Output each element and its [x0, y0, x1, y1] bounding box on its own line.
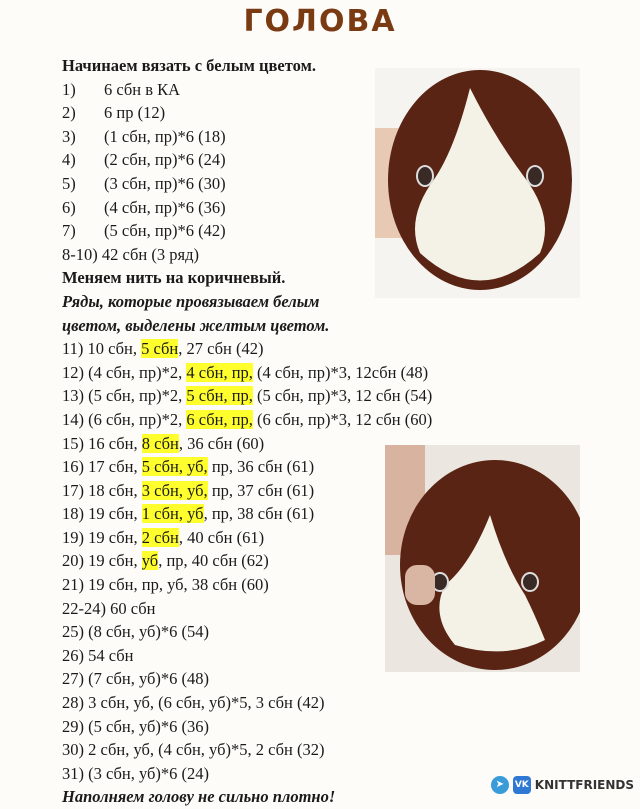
page-title: ГОЛОВА: [243, 4, 397, 39]
row-text: 20) 19 сбн,: [62, 551, 142, 571]
row-item: 2) 6 пр (12): [62, 101, 432, 125]
vk-icon: VK: [512, 776, 531, 794]
row-text: пр, 36 сбн (61): [207, 457, 315, 477]
row-text: 19) 19 сбн,: [62, 527, 142, 547]
row-number: 3): [62, 126, 76, 146]
row-number: 6): [62, 197, 76, 217]
row-item: 12) (4 сбн, пр)*2, 4 сбн, пр, (4 сбн, пр…: [62, 361, 432, 385]
row-item: 16) 17 сбн, 5 сбн, уб, пр, 36 сбн (61): [62, 455, 432, 479]
row-item: 17) 18 сбн, 3 сбн, уб, пр, 37 сбн (61): [62, 479, 432, 503]
highlighted-white-stitches: 6 сбн, пр,: [186, 409, 253, 429]
row-item: 1) 6 сбн в КА: [62, 78, 432, 102]
note-line-1: Ряды, которые провязываем белым: [62, 291, 320, 311]
head-photo-front: [375, 68, 580, 298]
outro-text: Наполняем голову не сильно плотно!: [62, 787, 336, 807]
row-instructions: (3 сбн, пр)*6 (30): [104, 173, 226, 193]
row-instructions: (1 сбн, пр)*6 (18): [104, 126, 226, 146]
row-text: , 40 сбн (61): [178, 527, 265, 547]
row-text: 18) 19 сбн,: [62, 504, 142, 524]
highlighted-white-stitches: 5 сбн: [141, 339, 179, 359]
row-number: 2): [62, 103, 76, 123]
highlighted-white-stitches: 3 сбн, уб,: [141, 480, 208, 500]
row-text: 13) (5 сбн, пр)*2,: [62, 386, 187, 406]
row-text: , 36 сбн (60): [178, 433, 265, 453]
watermark: ➤ VK KNITTFRIENDS: [490, 776, 634, 794]
row-text: , пр, 40 сбн (62): [158, 551, 269, 571]
row-item: 28) 3 сбн, уб, (6 сбн, уб)*5, 3 сбн (42): [62, 693, 325, 713]
change-color-text: Меняем нить на коричневый.: [62, 268, 286, 288]
row-item: 14) (6 сбн, пр)*2, 6 сбн, пр, (6 сбн, пр…: [62, 408, 432, 432]
telegram-icon: ➤: [490, 776, 509, 794]
row-item: 5) (3 сбн, пр)*6 (30): [62, 172, 432, 196]
row-item: 29) (5 сбн, уб)*6 (36): [62, 716, 210, 736]
row-item: 25) (8 сбн, уб)*6 (54): [62, 622, 210, 642]
highlighted-white-stitches: 2 сбн: [141, 527, 179, 547]
row-item: 19) 19 сбн, 2 сбн, 40 сбн (61): [62, 526, 432, 550]
row-instructions: (5 сбн, пр)*6 (42): [104, 221, 226, 241]
highlighted-white-stitches: 5 сбн, уб,: [141, 457, 208, 477]
row-instructions: (2 сбн, пр)*6 (24): [104, 150, 226, 170]
note-line-2: цветом, выделены желтым цветом.: [62, 315, 330, 335]
row-text: 15) 16 сбн,: [62, 433, 142, 453]
row-item: 6) (4 сбн, пр)*6 (36): [62, 196, 432, 220]
row-text: 16) 17 сбн,: [62, 457, 142, 477]
row-item: 27) (7 сбн, уб)*6 (48): [62, 669, 210, 689]
highlighted-white-stitches: 5 сбн, пр,: [186, 386, 253, 406]
row-item: 21) 19 сбн, пр, уб, 38 сбн (60): [62, 575, 269, 595]
highlighted-white-stitches: 1 сбн, уб: [141, 504, 204, 524]
row-text: , 27 сбн (42): [178, 339, 264, 359]
row-8-10: 8-10) 42 сбн (3 ряд): [62, 244, 199, 264]
row-text: 11) 10 сбн,: [62, 339, 142, 359]
row-item: 22-24) 60 сбн: [62, 598, 156, 618]
row-item: 31) (3 сбн, уб)*6 (24): [62, 763, 210, 783]
row-text: пр, 37 сбн (61): [207, 480, 315, 500]
row-item: 7) (5 сбн, пр)*6 (42): [62, 219, 432, 243]
row-text: (4 сбн, пр)*3, 12сбн (48): [252, 362, 429, 382]
row-instructions: 6 пр (12): [104, 103, 166, 123]
row-text: 14) (6 сбн, пр)*2,: [62, 409, 187, 429]
row-number: 5): [62, 173, 76, 193]
row-item: 11) 10 сбн, 5 сбн, 27 сбн (42): [62, 337, 432, 361]
highlighted-white-stitches: 4 сбн, пр,: [186, 362, 253, 382]
row-item: 3) (1 сбн, пр)*6 (18): [62, 125, 432, 149]
row-instructions: 6 сбн в КА: [104, 79, 181, 99]
highlighted-white-stitches: уб: [141, 551, 159, 571]
row-number: 1): [62, 79, 76, 99]
row-item: 26) 54 сбн: [62, 645, 134, 665]
row-text: , пр, 38 сбн (61): [203, 504, 315, 524]
row-item: 20) 19 сбн, уб, пр, 40 сбн (62): [62, 549, 432, 573]
row-text: (5 сбн, пр)*3, 12 сбн (54): [252, 386, 433, 406]
intro-text: Начинаем вязать с белым цветом.: [62, 56, 316, 75]
row-item: 13) (5 сбн, пр)*2, 5 сбн, пр, (5 сбн, пр…: [62, 384, 432, 408]
row-item: 18) 19 сбн, 1 сбн, уб, пр, 38 сбн (61): [62, 502, 432, 526]
row-item: 4) (2 сбн, пр)*6 (24): [62, 148, 432, 172]
pattern-text: Начинаем вязать с белым цветом. 1) 6 сбн …: [62, 54, 432, 809]
row-number: 7): [62, 221, 76, 241]
row-item: 30) 2 сбн, уб, (4 сбн, уб)*5, 2 сбн (32): [62, 740, 325, 760]
row-text: (6 сбн, пр)*3, 12 сбн (60): [252, 409, 433, 429]
highlighted-white-stitches: 8 сбн: [141, 433, 179, 453]
row-item: 15) 16 сбн, 8 сбн, 36 сбн (60): [62, 432, 432, 456]
row-number: 4): [62, 150, 76, 170]
row-text: 12) (4 сбн, пр)*2,: [62, 362, 187, 382]
row-instructions: (4 сбн, пр)*6 (36): [104, 197, 226, 217]
row-text: 17) 18 сбн,: [62, 480, 142, 500]
watermark-text: KNITTFRIENDS: [534, 778, 634, 792]
head-photo-side: [385, 445, 580, 672]
